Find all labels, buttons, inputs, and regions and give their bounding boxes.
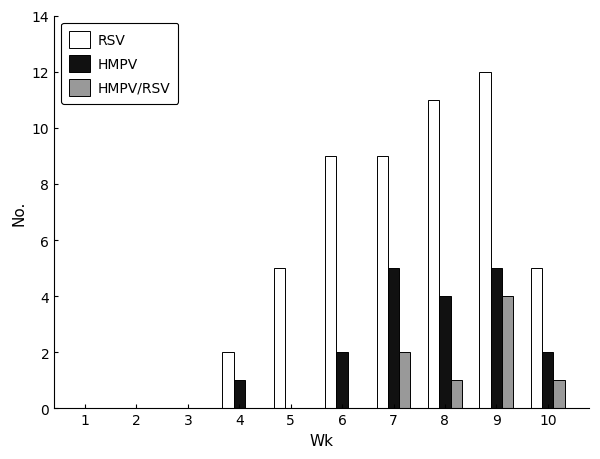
Bar [542, 353, 553, 409]
X-axis label: Wk: Wk [310, 433, 334, 448]
Bar [274, 269, 285, 409]
Y-axis label: No.: No. [11, 200, 26, 225]
Bar [439, 297, 451, 409]
Bar [325, 157, 337, 409]
Bar [451, 381, 462, 409]
Bar [233, 381, 245, 409]
Bar [502, 297, 514, 409]
Bar [428, 101, 439, 409]
Bar [388, 269, 399, 409]
Bar [222, 353, 233, 409]
Bar [491, 269, 502, 409]
Bar [531, 269, 542, 409]
Bar [337, 353, 348, 409]
Bar [479, 73, 491, 409]
Bar [377, 157, 388, 409]
Bar [553, 381, 565, 409]
Bar [399, 353, 410, 409]
Legend: RSV, HMPV, HMPV/RSV: RSV, HMPV, HMPV/RSV [61, 23, 178, 105]
